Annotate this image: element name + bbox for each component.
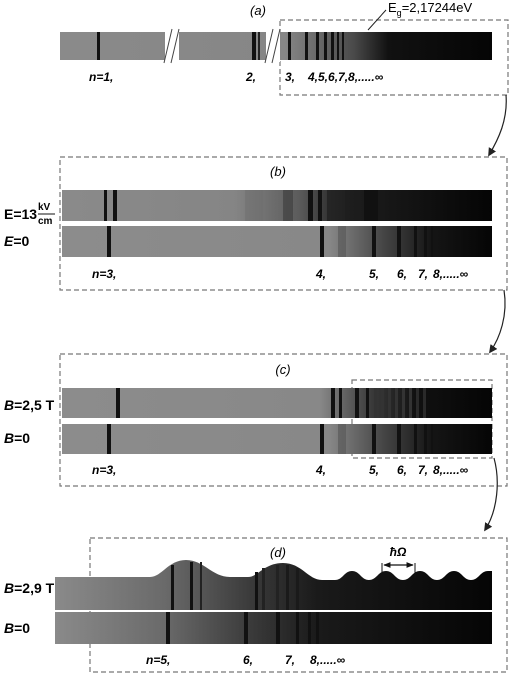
panel-d-zero-label: B=0 bbox=[4, 620, 30, 636]
gap-energy-pointer bbox=[367, 9, 387, 31]
gap-energy-sub: g bbox=[397, 8, 402, 18]
level-label: 6, bbox=[397, 463, 407, 477]
gap-energy-prefix: E bbox=[388, 0, 397, 15]
level-label: 6, bbox=[243, 653, 253, 667]
level-label: 8,.....∞ bbox=[433, 267, 469, 281]
level-label: 4, bbox=[315, 267, 326, 281]
panel-a-level-labels: n=1, 2, 3, 4,5,6,7,8,.....∞ bbox=[89, 70, 384, 84]
level-label: 8,.....∞ bbox=[310, 653, 346, 667]
level-label: 4, bbox=[315, 463, 326, 477]
panel-b-level-labels: n=3, 4, 5, 6, 7, 8,.....∞ bbox=[92, 267, 469, 281]
level-label: 2, bbox=[245, 70, 256, 84]
panel-b-zero-label: E=0 bbox=[4, 233, 30, 249]
level-label: 5, bbox=[369, 267, 379, 281]
panel-b-field-unit-den: cm bbox=[38, 216, 53, 227]
hbar-omega-dimension: ħΩ bbox=[381, 545, 416, 578]
svg-text:Eg=2,17244eV: Eg=2,17244eV bbox=[388, 0, 473, 18]
panel-b-frame bbox=[59, 156, 508, 291]
level-label: n=3, bbox=[92, 267, 116, 281]
zoom-arrow-c-d bbox=[484, 457, 498, 532]
level-label: n=3, bbox=[92, 463, 116, 477]
level-label: 8,.....∞ bbox=[433, 463, 469, 477]
panel-b-field-unit-num: kV bbox=[38, 202, 51, 213]
level-label: 5, bbox=[369, 463, 379, 477]
panel-d-zero-band bbox=[55, 612, 492, 644]
level-label: 6, bbox=[397, 267, 407, 281]
panel-b-label: (b) bbox=[270, 164, 286, 179]
level-label: n=5, bbox=[146, 653, 170, 667]
gap-energy-label: Eg=2,17244eV bbox=[388, 0, 473, 18]
panel-b-zero-band bbox=[62, 226, 492, 257]
zoom-arrow-b-c bbox=[489, 289, 506, 354]
level-label: 4,5,6,7,8,.....∞ bbox=[307, 70, 384, 84]
panel-d-field-label: B=2,9 T bbox=[4, 580, 55, 596]
panel-c-label: (c) bbox=[275, 362, 290, 377]
panel-d-level-labels: n=5, 6, 7, 8,.....∞ bbox=[146, 653, 346, 667]
panel-d-label: (d) bbox=[270, 545, 286, 560]
panel-b-field-label: E=13 bbox=[4, 206, 37, 222]
panel-a-spectrum-band bbox=[60, 28, 492, 64]
hbar-omega-label: ħΩ bbox=[390, 545, 407, 559]
panel-c-level-labels: n=3, 4, 5, 6, 7, 8,.....∞ bbox=[92, 463, 469, 477]
panel-c-zero-label: B=0 bbox=[4, 430, 30, 446]
level-label: 7, bbox=[418, 267, 428, 281]
panel-c-field-label: B=2,5 T bbox=[4, 397, 55, 413]
panel-c-frame bbox=[59, 353, 508, 487]
panel-b-field-band bbox=[62, 190, 492, 221]
level-label: n=1, bbox=[89, 70, 113, 84]
panel-c-zoom-frame bbox=[351, 379, 493, 459]
panel-c-zero-band bbox=[62, 424, 492, 454]
level-label: 7, bbox=[285, 653, 295, 667]
zoom-arrow-a-b bbox=[488, 94, 507, 157]
panel-a-label: (a) bbox=[250, 3, 266, 18]
gap-energy-value: =2,17244eV bbox=[402, 0, 473, 15]
panel-c-field-band bbox=[62, 388, 492, 418]
panel-d-field-band bbox=[55, 560, 492, 610]
level-label: 3, bbox=[285, 70, 295, 84]
level-label: 7, bbox=[418, 463, 428, 477]
